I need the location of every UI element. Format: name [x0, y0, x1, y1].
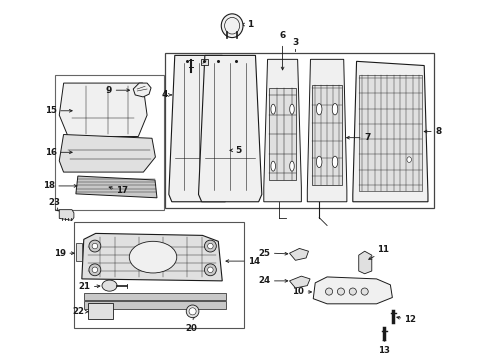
Bar [74, 221, 244, 328]
Text: 2: 2 [223, 58, 230, 67]
Polygon shape [169, 55, 228, 202]
Bar [312, 85, 342, 185]
Bar [88, 303, 114, 319]
Polygon shape [313, 277, 392, 304]
Polygon shape [59, 135, 155, 172]
Text: 9: 9 [106, 86, 112, 95]
Polygon shape [359, 251, 372, 274]
Text: 1: 1 [247, 20, 253, 29]
Bar [55, 75, 164, 210]
Ellipse shape [92, 267, 98, 273]
Text: 19: 19 [54, 249, 66, 258]
Text: 4: 4 [161, 90, 168, 99]
Ellipse shape [332, 103, 338, 115]
Text: 22: 22 [73, 307, 85, 316]
Text: 21: 21 [78, 282, 91, 291]
Ellipse shape [361, 288, 368, 295]
Bar [270, 88, 296, 180]
Ellipse shape [271, 161, 275, 171]
Ellipse shape [221, 14, 243, 37]
Text: 17: 17 [116, 186, 128, 195]
Ellipse shape [332, 156, 338, 167]
Polygon shape [76, 176, 157, 198]
Text: 3: 3 [293, 38, 298, 47]
Ellipse shape [89, 264, 101, 276]
Text: 12: 12 [404, 315, 416, 324]
Polygon shape [290, 248, 309, 260]
Polygon shape [290, 276, 310, 288]
Ellipse shape [186, 305, 199, 318]
Text: 15: 15 [45, 106, 57, 115]
Bar [201, 59, 208, 65]
Ellipse shape [290, 104, 294, 114]
Text: 23: 23 [49, 198, 61, 207]
Text: 16: 16 [45, 148, 57, 157]
Polygon shape [59, 210, 74, 220]
Ellipse shape [325, 288, 333, 295]
Polygon shape [133, 83, 151, 97]
Text: 25: 25 [259, 249, 270, 258]
Text: 14: 14 [247, 257, 260, 266]
Ellipse shape [204, 264, 216, 276]
Bar [84, 301, 226, 309]
Ellipse shape [102, 280, 117, 291]
Bar [165, 53, 434, 208]
Bar [76, 243, 82, 261]
Ellipse shape [208, 243, 213, 249]
Polygon shape [264, 59, 301, 202]
Text: 7: 7 [365, 133, 371, 142]
Ellipse shape [208, 267, 213, 273]
Ellipse shape [290, 161, 294, 171]
Ellipse shape [349, 288, 356, 295]
Polygon shape [198, 55, 262, 202]
Text: 20: 20 [185, 324, 197, 333]
Text: 18: 18 [43, 181, 55, 190]
Text: 24: 24 [258, 276, 270, 285]
Ellipse shape [129, 241, 177, 273]
Text: 6: 6 [279, 31, 286, 40]
Ellipse shape [92, 243, 98, 249]
Ellipse shape [317, 156, 322, 167]
Ellipse shape [271, 104, 275, 114]
Ellipse shape [407, 157, 412, 162]
Polygon shape [307, 59, 347, 202]
Text: 5: 5 [235, 146, 242, 155]
Ellipse shape [317, 103, 322, 115]
Bar [84, 293, 226, 300]
Text: 8: 8 [435, 127, 441, 136]
Ellipse shape [189, 308, 196, 315]
Polygon shape [353, 61, 428, 202]
Text: 10: 10 [292, 287, 304, 296]
Text: 11: 11 [377, 245, 390, 254]
Polygon shape [59, 83, 147, 136]
Ellipse shape [338, 288, 344, 295]
Polygon shape [82, 233, 222, 281]
Text: 13: 13 [378, 346, 391, 355]
Ellipse shape [89, 240, 101, 252]
Ellipse shape [204, 240, 216, 252]
Bar [359, 75, 422, 190]
